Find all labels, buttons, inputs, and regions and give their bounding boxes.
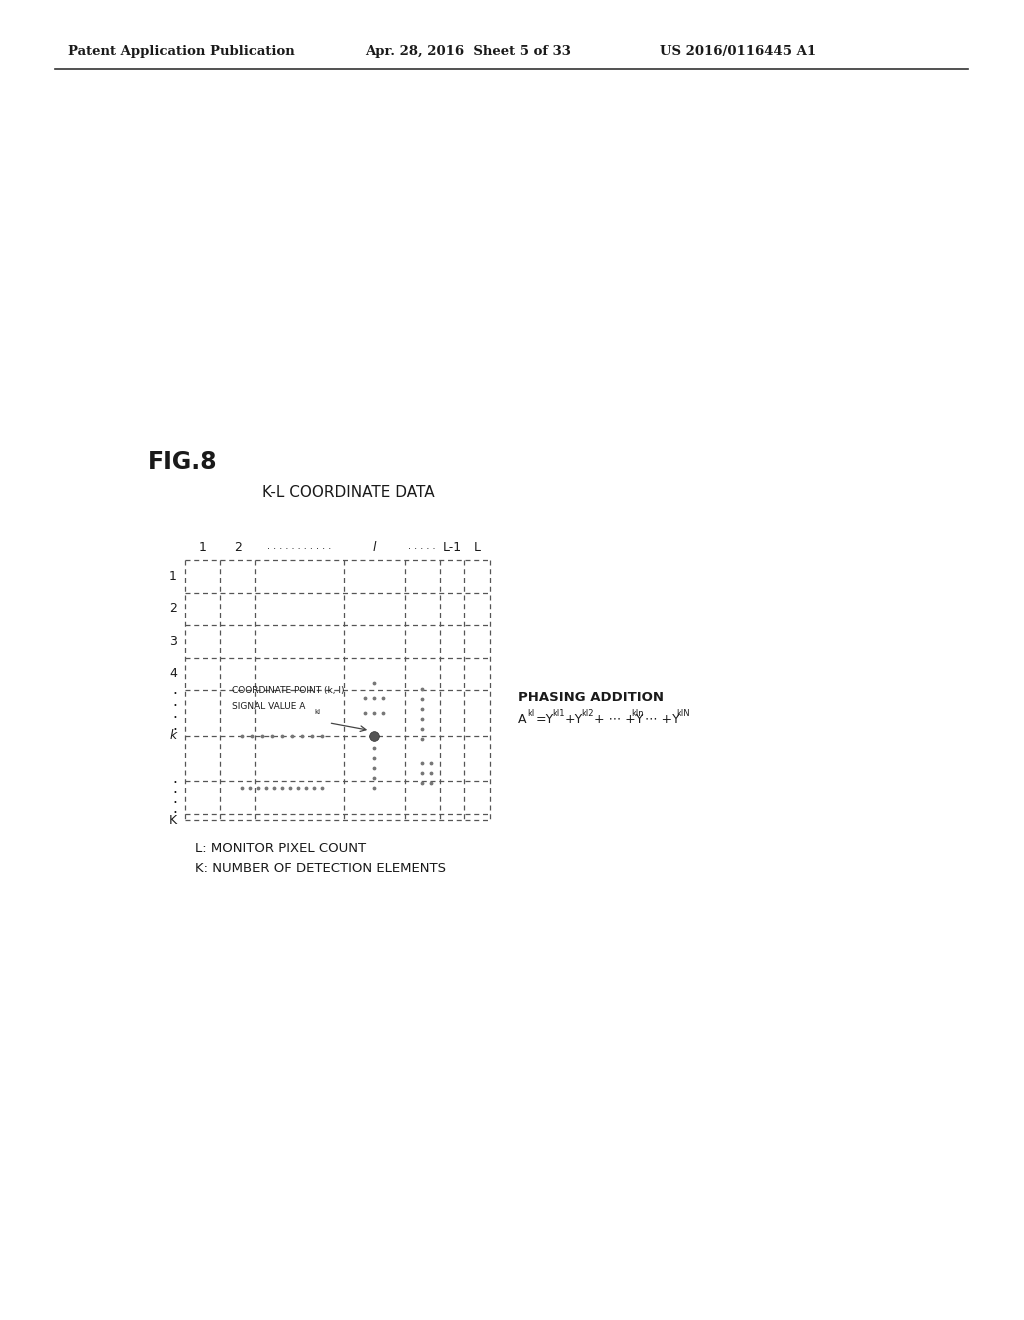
Text: ·: · <box>172 796 177 810</box>
Text: 1: 1 <box>199 541 207 554</box>
Text: 2: 2 <box>169 602 177 615</box>
Text: L: L <box>473 541 480 554</box>
Text: klN: klN <box>676 709 689 718</box>
Text: ·: · <box>172 723 177 738</box>
Text: 2: 2 <box>233 541 242 554</box>
Text: ·: · <box>172 805 177 821</box>
Text: L-1: L-1 <box>442 541 462 554</box>
Text: kl1: kl1 <box>552 709 564 718</box>
Text: l: l <box>373 541 376 554</box>
Text: =Y: =Y <box>536 713 554 726</box>
Text: ·: · <box>172 776 177 791</box>
Text: · · · · ·: · · · · · <box>409 544 436 554</box>
Text: kl: kl <box>314 709 321 714</box>
Text: US 2016/0116445 A1: US 2016/0116445 A1 <box>660 45 816 58</box>
Text: kl: kl <box>527 709 535 718</box>
Text: ·: · <box>172 785 177 801</box>
Text: SIGNAL VALUE A: SIGNAL VALUE A <box>232 702 305 711</box>
Text: A: A <box>518 713 526 726</box>
Text: K: NUMBER OF DETECTION ELEMENTS: K: NUMBER OF DETECTION ELEMENTS <box>195 862 446 875</box>
Text: +Y: +Y <box>565 713 584 726</box>
Text: COORDINATE POINT (k, l): COORDINATE POINT (k, l) <box>232 686 344 696</box>
Text: ⋯ +Y: ⋯ +Y <box>645 713 680 726</box>
Text: K-L COORDINATE DATA: K-L COORDINATE DATA <box>262 484 434 500</box>
Text: 4: 4 <box>169 667 177 680</box>
Text: PHASING ADDITION: PHASING ADDITION <box>518 690 664 704</box>
Text: L: MONITOR PIXEL COUNT: L: MONITOR PIXEL COUNT <box>195 842 367 855</box>
Text: kln: kln <box>631 709 644 718</box>
Text: ·: · <box>172 711 177 726</box>
Text: FIG.8: FIG.8 <box>148 450 218 474</box>
Text: · · · · · · · · · · ·: · · · · · · · · · · · <box>267 544 332 554</box>
Text: 3: 3 <box>169 635 177 648</box>
Text: K: K <box>169 813 177 826</box>
Text: ·: · <box>172 700 177 714</box>
Text: Patent Application Publication: Patent Application Publication <box>68 45 295 58</box>
Text: 1: 1 <box>169 570 177 582</box>
Text: kl2: kl2 <box>581 709 594 718</box>
Text: Apr. 28, 2016  Sheet 5 of 33: Apr. 28, 2016 Sheet 5 of 33 <box>365 45 570 58</box>
Text: + ⋯ +Y: + ⋯ +Y <box>594 713 643 726</box>
Text: k: k <box>170 729 177 742</box>
Text: ·: · <box>172 688 177 702</box>
